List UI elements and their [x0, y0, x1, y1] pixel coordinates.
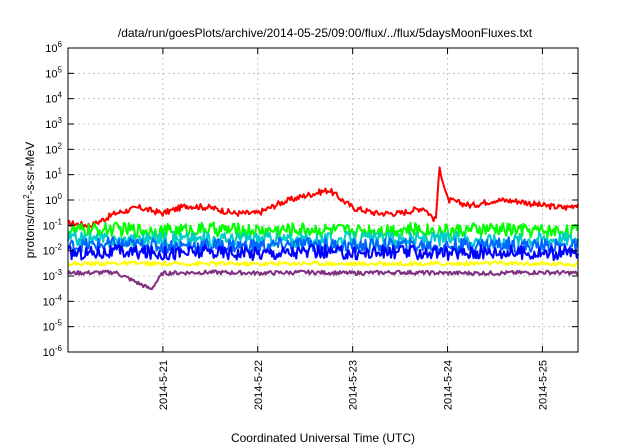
y-tick-label: 10-2	[43, 243, 63, 258]
series-line	[67, 243, 579, 262]
y-tick-base: 10	[45, 68, 57, 80]
x-axis: 2014-5-21 2014-5-22 2014-5-23 2014-5-24 2014…	[158, 48, 549, 410]
chart-title: /data/run/goesPlots/archive/2014-05-25/0…	[118, 26, 533, 40]
y-tick-base: 10	[43, 347, 55, 359]
y-tick-exponent: 0	[58, 192, 63, 201]
y-tick-exponent: 6	[58, 40, 63, 49]
y-tick-base: 10	[45, 144, 57, 156]
y-tick-base: 10	[45, 94, 57, 106]
series-group	[67, 166, 579, 291]
y-axis-label-superscript: 2	[22, 194, 31, 199]
y-tick-exponent: -4	[55, 293, 63, 302]
y-tick-exponent: 5	[58, 65, 63, 74]
series-line	[67, 269, 579, 291]
y-tick-base: 10	[45, 119, 57, 131]
y-tick-label: 103	[45, 116, 62, 131]
x-axis-label: Coordinated Universal Time (UTC)	[231, 431, 415, 445]
series-line	[67, 260, 579, 267]
y-tick-exponent: -5	[55, 319, 63, 328]
y-tick-label: 104	[45, 91, 62, 106]
y-tick-label: 106	[45, 40, 62, 55]
y-tick-label: 10-5	[43, 319, 63, 334]
y-tick-label: 10-6	[43, 344, 63, 359]
y-axis-label: protons/cm2-s-sr-MeV	[22, 142, 37, 258]
y-tick-base: 10	[45, 43, 57, 55]
x-tick-label: 2014-5-22	[253, 360, 265, 410]
y-tick-base: 10	[43, 296, 55, 308]
y-tick-label: 10-1	[43, 217, 63, 232]
y-tick-label: 10-4	[43, 293, 63, 308]
y-tick-label: 102	[45, 141, 62, 156]
y-axis-label-part: -s-sr-MeV	[23, 142, 37, 195]
y-tick-base: 10	[45, 170, 57, 182]
y-tick-exponent: -6	[55, 344, 63, 353]
y-tick-exponent: 3	[58, 116, 63, 125]
x-tick-label: 2014-5-25	[537, 360, 549, 410]
series-line	[67, 236, 579, 254]
y-tick-label: 100	[45, 192, 62, 207]
series-line	[67, 166, 579, 229]
y-tick-exponent: -1	[55, 217, 63, 226]
series-line	[67, 221, 579, 239]
y-tick-exponent: 4	[58, 91, 63, 100]
x-tick-label: 2014-5-21	[158, 360, 170, 410]
x-tick-label: 2014-5-24	[443, 360, 455, 410]
y-tick-exponent: -3	[55, 268, 63, 277]
y-tick-exponent: 2	[58, 141, 63, 150]
y-tick-base: 10	[43, 271, 55, 283]
y-tick-base: 10	[43, 220, 55, 232]
y-tick-exponent: -2	[55, 243, 63, 252]
y-tick-base: 10	[43, 246, 55, 258]
x-tick-label: 2014-5-23	[348, 360, 360, 410]
y-tick-label: 105	[45, 65, 62, 80]
y-tick-exponent: 1	[58, 167, 63, 176]
y-tick-label: 10-3	[43, 268, 63, 283]
y-tick-base: 10	[43, 322, 55, 334]
y-axis-label-part: protons/cm	[23, 199, 37, 258]
y-tick-label: 101	[45, 167, 62, 182]
y-tick-base: 10	[45, 195, 57, 207]
y-axis: 10-610-510-410-310-210-11001011021031041…	[43, 40, 578, 359]
